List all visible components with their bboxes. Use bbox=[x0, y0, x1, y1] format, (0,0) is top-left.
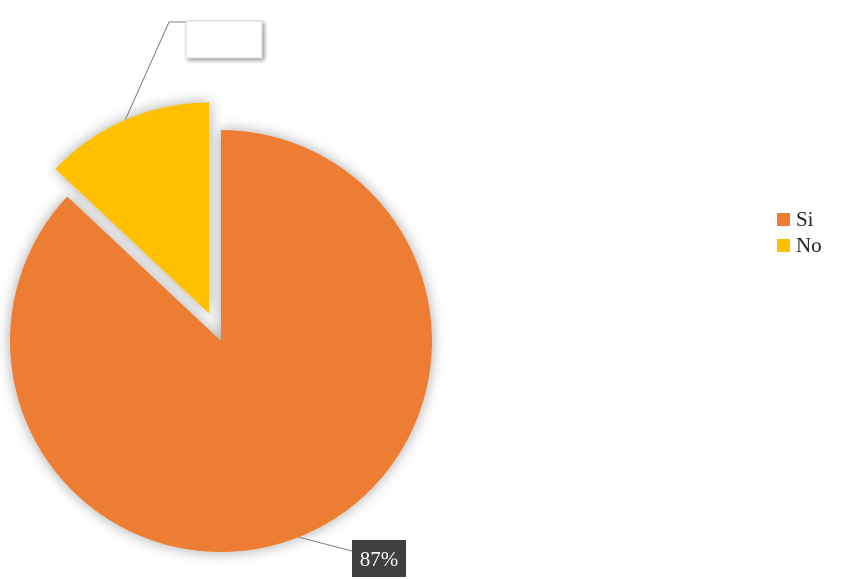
legend-item-si: Si bbox=[777, 206, 822, 232]
legend-label-si: Si bbox=[796, 206, 814, 231]
data-label-si: 87% bbox=[298, 536, 406, 577]
pie-slice-si bbox=[9, 130, 432, 552]
data-label-no bbox=[124, 20, 263, 121]
legend-swatch-no bbox=[777, 238, 790, 252]
chart-legend: Si No bbox=[777, 206, 822, 258]
data-label-text-si: 87% bbox=[360, 547, 399, 571]
pie-slice-no bbox=[55, 102, 210, 314]
leader-line-no bbox=[124, 21, 186, 121]
legend-label-no: No bbox=[796, 232, 822, 257]
data-label-box-si bbox=[352, 540, 406, 577]
leader-line-si bbox=[298, 536, 353, 552]
legend-item-no: No bbox=[777, 232, 822, 258]
legend-swatch-si bbox=[777, 212, 790, 226]
data-label-box-no bbox=[185, 20, 263, 59]
